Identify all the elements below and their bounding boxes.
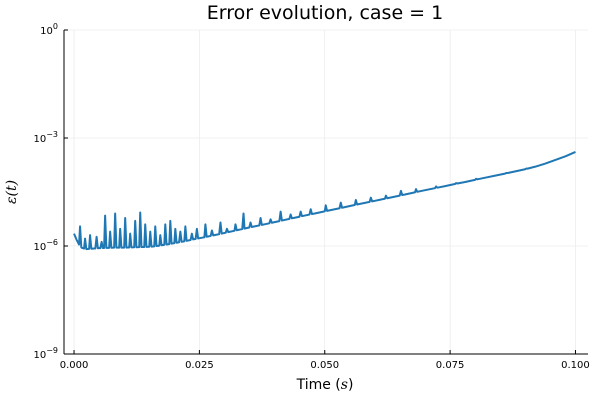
y-tick-exponent: −3: [46, 130, 58, 139]
error-series-line: [73, 151, 576, 251]
y-tick-base: 10: [33, 242, 46, 253]
y-tick-label: 10−3: [33, 130, 58, 145]
x-ticks: 0.000 0.025 0.050 0.075 0.100: [60, 350, 590, 371]
x-tick-label: 0.025: [185, 360, 214, 371]
x-axis-label: Time (s): [296, 377, 354, 393]
y-axis-label: ε(t): [4, 180, 20, 204]
x-tick-label: 0.075: [436, 360, 465, 371]
y-tick-base: 10: [33, 350, 46, 361]
y-tick-exponent: −9: [46, 346, 58, 355]
y-tick-label: 100: [40, 22, 58, 37]
axes: [63, 30, 588, 355]
chart-title: Error evolution, case = 1: [207, 2, 443, 24]
x-tick-label: 0.000: [60, 360, 89, 371]
x-axis-label-variable: s: [341, 377, 348, 393]
x-tick-label: 0.050: [310, 360, 339, 371]
y-tick-label: 10−9: [33, 346, 58, 361]
y-tick-label: 10−6: [33, 238, 58, 253]
x-tick-label: 0.100: [561, 360, 590, 371]
y-tick-base: 10: [40, 26, 53, 37]
y-tick-exponent: 0: [53, 22, 58, 31]
x-axis-label-prefix: Time (: [296, 377, 341, 393]
y-tick-base: 10: [33, 134, 46, 145]
data-layer: [73, 151, 576, 251]
x-axis-label-suffix: ): [348, 377, 353, 393]
y-tick-exponent: −6: [46, 238, 58, 247]
